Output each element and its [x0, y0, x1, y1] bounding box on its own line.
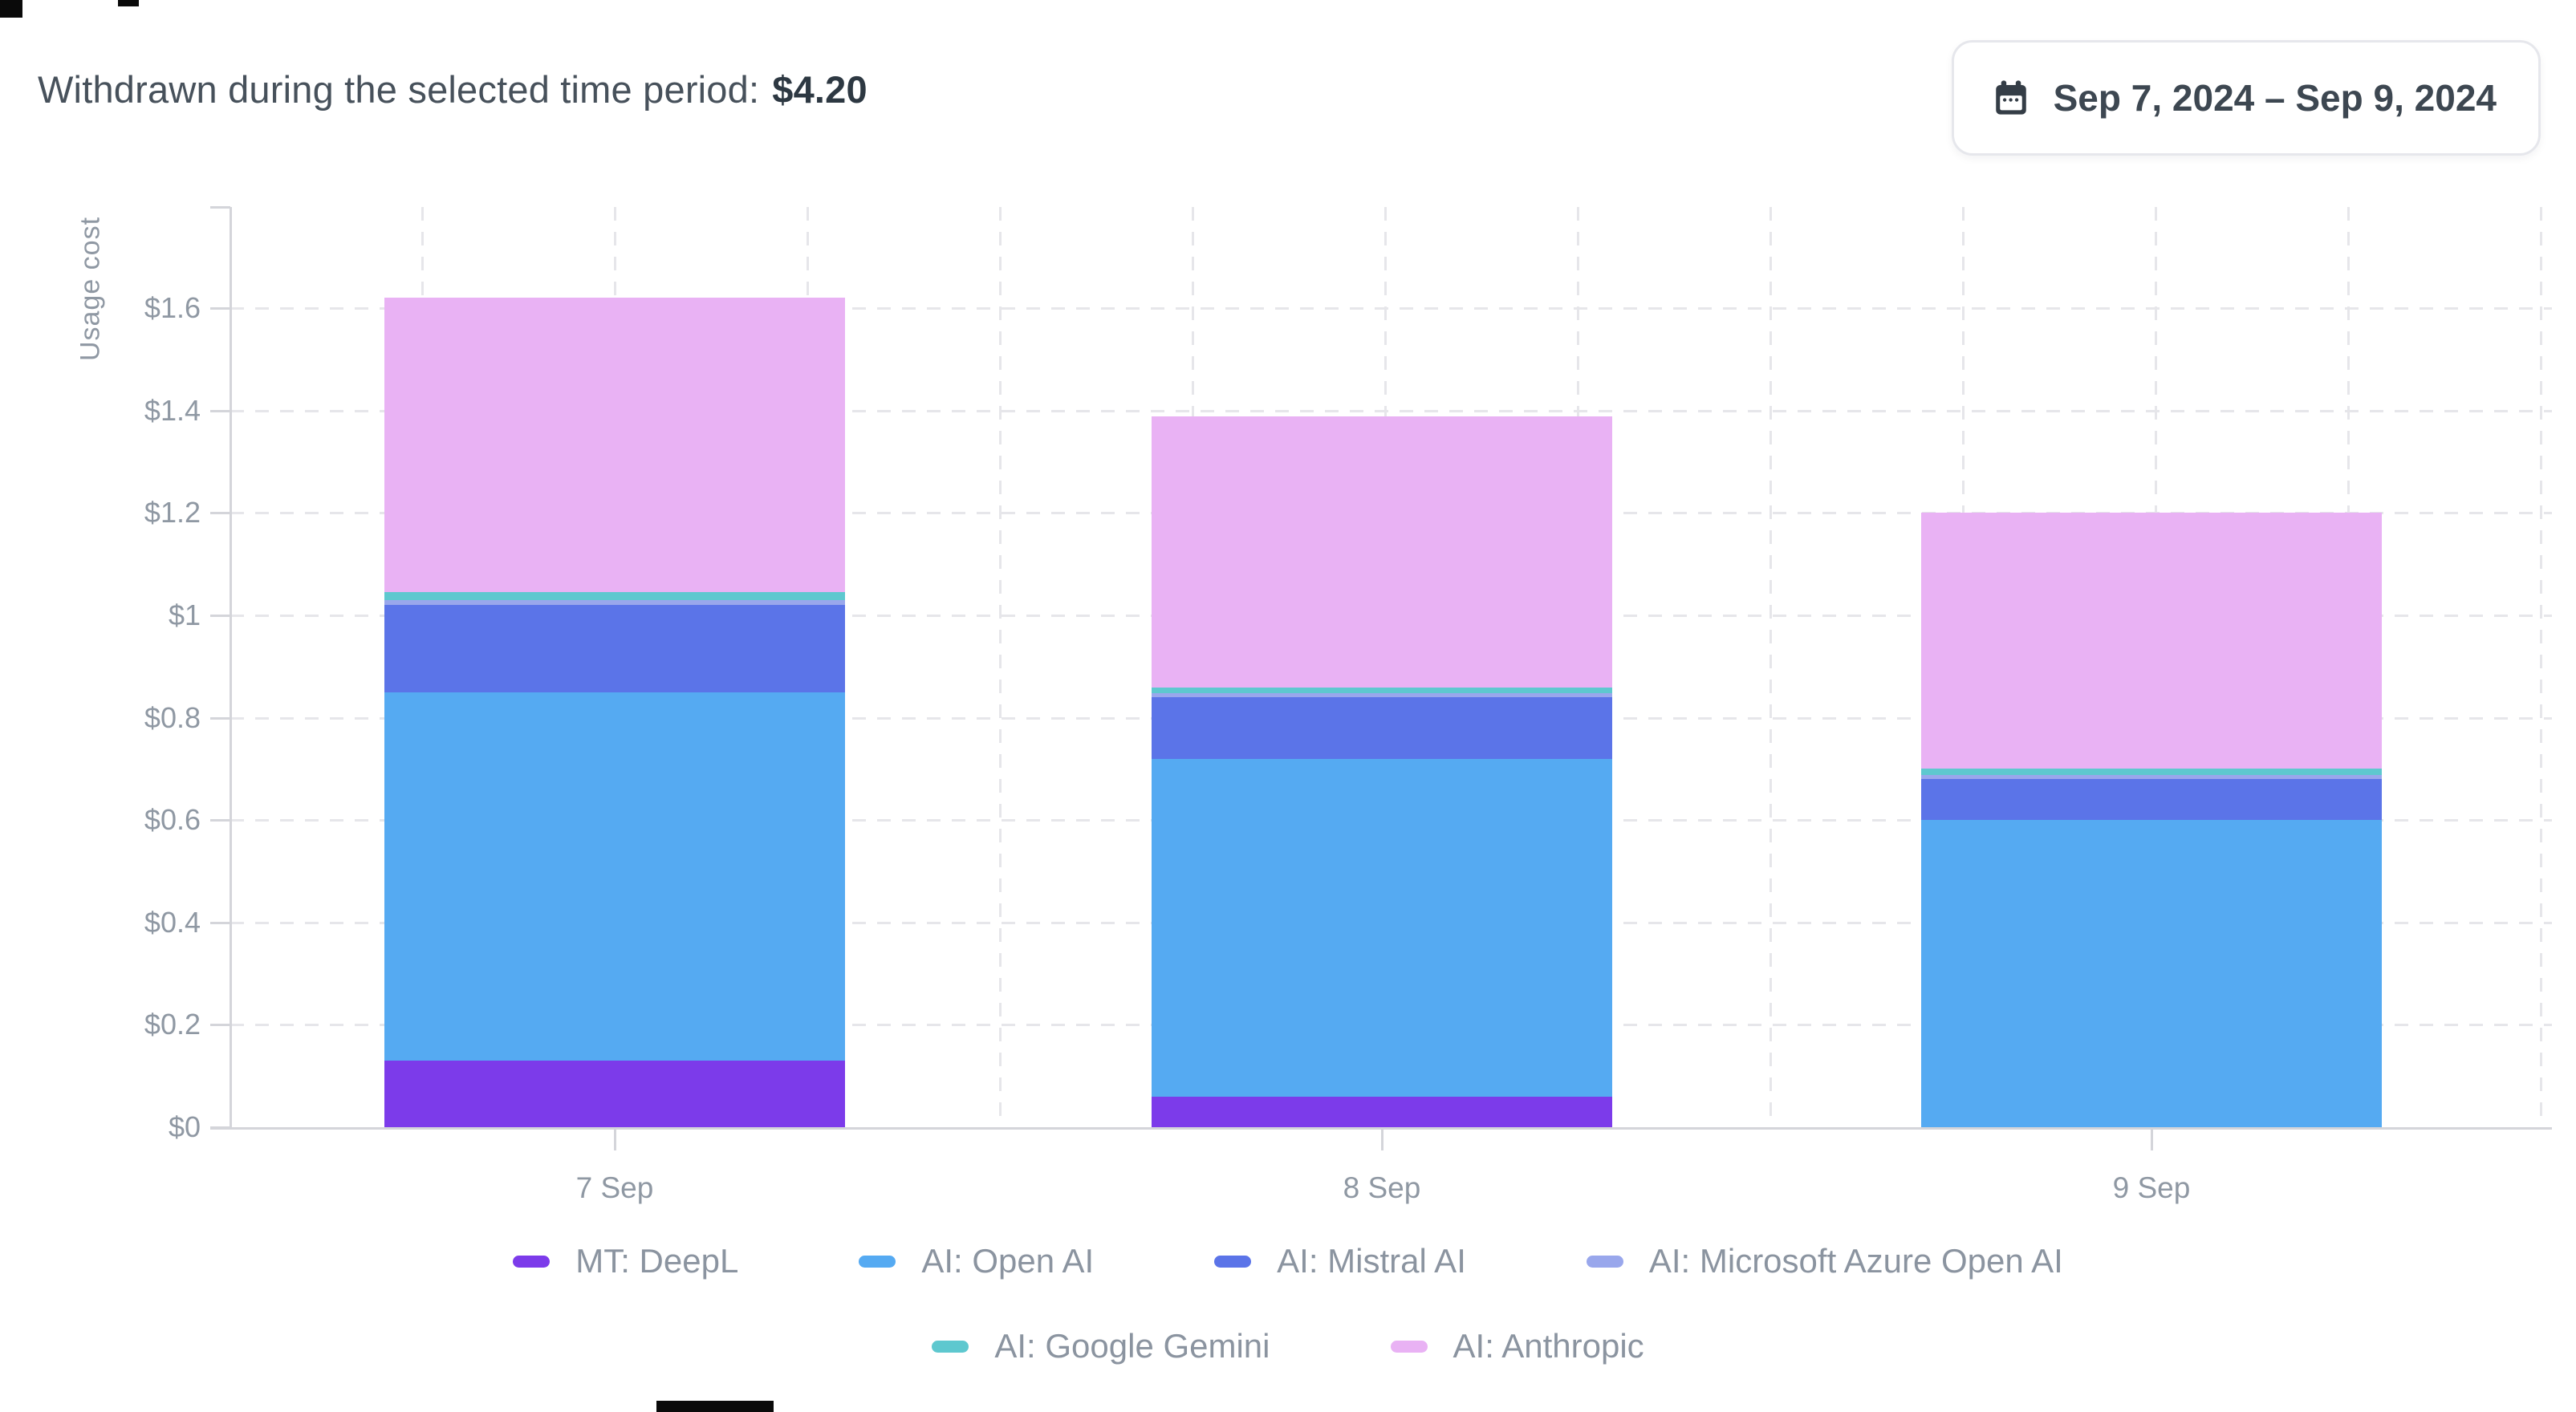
bar-segment-ai-anthropic-9-sep[interactable]	[1921, 513, 2382, 769]
bar-segment-ai-microsoft-azure-open-ai-9-sep[interactable]	[1921, 775, 2382, 780]
date-range-picker-button[interactable]: Sep 7, 2024 – Sep 9, 2024	[1951, 40, 2541, 156]
y-tick-label: $1	[168, 598, 201, 631]
withdrawn-amount: $4.20	[772, 68, 867, 111]
y-tick-label: $1.2	[144, 496, 201, 530]
bar-segment-ai-open-ai-8-sep[interactable]	[1152, 758, 1612, 1097]
legend-item-ai-anthropic[interactable]: AI: Anthropic	[1390, 1327, 1644, 1365]
x-axis-tick	[1381, 1130, 1383, 1150]
bar-segment-ai-google-gemini-7-sep[interactable]	[384, 592, 845, 600]
screenshot-artifact	[656, 1401, 774, 1412]
y-tick-label: $0	[168, 1110, 201, 1143]
legend-item-ai-mistral-ai[interactable]: AI: Mistral AI	[1214, 1242, 1466, 1280]
bar-segment-ai-microsoft-azure-open-ai-8-sep[interactable]	[1152, 692, 1612, 698]
bar-segment-ai-anthropic-7-sep[interactable]	[384, 298, 845, 593]
y-axis-title: Usage cost	[75, 216, 106, 362]
y-axis-tick	[210, 1024, 230, 1027]
y-axis-tick	[210, 819, 230, 822]
withdrawn-label: Withdrawn during the selected time perio…	[38, 68, 760, 111]
legend-row: MT: DeepL AI: Open AI AI: Mistral AI AI: Mi…	[513, 1242, 2063, 1280]
legend-swatch-ai-mistral-ai	[1214, 1255, 1252, 1268]
x-axis-tick	[2151, 1130, 2153, 1150]
bar-segment-ai-mistral-ai-7-sep[interactable]	[384, 605, 845, 692]
legend-label: AI: Open AI	[921, 1242, 1095, 1280]
bar-segment-ai-anthropic-8-sep[interactable]	[1152, 416, 1612, 688]
vertical-gridline	[999, 207, 1002, 1127]
bar-segment-ai-open-ai-7-sep[interactable]	[384, 692, 845, 1061]
screenshot-artifact	[118, 0, 139, 6]
x-tick-label-8-sep: 8 Sep	[1343, 1171, 1421, 1204]
y-tick-label: $0.4	[144, 905, 201, 939]
y-tick-label: $1.4	[144, 393, 201, 427]
bar-segment-ai-mistral-ai-8-sep[interactable]	[1152, 697, 1612, 759]
y-axis-line	[230, 207, 232, 1130]
legend-swatch-ai-google-gemini	[932, 1340, 969, 1353]
y-axis-tick	[210, 307, 230, 310]
x-axis-line	[210, 1127, 2552, 1130]
y-axis-tick	[210, 716, 230, 720]
legend-swatch-ai-open-ai	[859, 1255, 896, 1268]
y-axis-tick	[210, 921, 230, 924]
y-tick-label: $0.6	[144, 803, 201, 837]
bar-segment-ai-open-ai-9-sep[interactable]	[1921, 820, 2382, 1127]
page-title: Withdrawn during the selected time perio…	[38, 67, 867, 112]
y-axis-top-tick	[210, 206, 230, 209]
vertical-gridline	[1769, 207, 1772, 1127]
bar-segment-mt-deepl-8-sep[interactable]	[1152, 1096, 1612, 1127]
legend-swatch-ai-microsoft-azure-open-ai	[1586, 1255, 1623, 1268]
legend-swatch-mt-deepl	[513, 1255, 551, 1268]
y-tick-label: $0.2	[144, 1008, 201, 1041]
bar-segment-ai-google-gemini-9-sep[interactable]	[1921, 769, 2382, 776]
bar-segment-ai-microsoft-azure-open-ai-7-sep[interactable]	[384, 599, 845, 606]
x-tick-label-9-sep: 9 Sep	[2112, 1171, 2191, 1204]
chart-legend: MT: DeepL AI: Open AI AI: Mistral AI AI: Mi…	[0, 1242, 2576, 1365]
y-axis-tick	[210, 409, 230, 412]
legend-label: AI: Mistral AI	[1277, 1242, 1466, 1280]
horizontal-gridline	[230, 409, 2552, 412]
bar-segment-ai-google-gemini-8-sep[interactable]	[1152, 687, 1612, 693]
x-tick-label-7-sep: 7 Sep	[575, 1171, 654, 1204]
legend-label: AI: Microsoft Azure Open AI	[1648, 1242, 2063, 1280]
legend-item-mt-deepl[interactable]: MT: DeepL	[513, 1242, 738, 1280]
legend-label: AI: Google Gemini	[994, 1327, 1270, 1365]
y-tick-label: $1.6	[144, 291, 201, 325]
date-range-label: Sep 7, 2024 – Sep 9, 2024	[2053, 77, 2497, 119]
x-axis-tick	[614, 1130, 616, 1150]
y-axis-tick	[210, 512, 230, 515]
legend-row: AI: Google Gemini AI: Anthropic	[932, 1327, 1644, 1365]
bar-segment-ai-mistral-ai-9-sep[interactable]	[1921, 779, 2382, 821]
legend-item-ai-open-ai[interactable]: AI: Open AI	[859, 1242, 1094, 1280]
y-axis-tick	[210, 615, 230, 617]
legend-swatch-ai-anthropic	[1390, 1340, 1428, 1353]
legend-item-ai-google-gemini[interactable]: AI: Google Gemini	[932, 1327, 1270, 1365]
vertical-gridline	[2540, 207, 2542, 1127]
y-tick-label: $0.8	[144, 700, 201, 734]
bar-segment-mt-deepl-7-sep[interactable]	[384, 1061, 845, 1127]
screenshot-artifact	[0, 0, 22, 18]
legend-item-ai-microsoft-azure-open-ai[interactable]: AI: Microsoft Azure Open AI	[1586, 1242, 2063, 1280]
legend-label: AI: Anthropic	[1453, 1327, 1644, 1365]
calendar-icon	[1991, 78, 2031, 118]
legend-label: MT: DeepL	[575, 1242, 739, 1280]
horizontal-gridline	[230, 307, 2552, 310]
